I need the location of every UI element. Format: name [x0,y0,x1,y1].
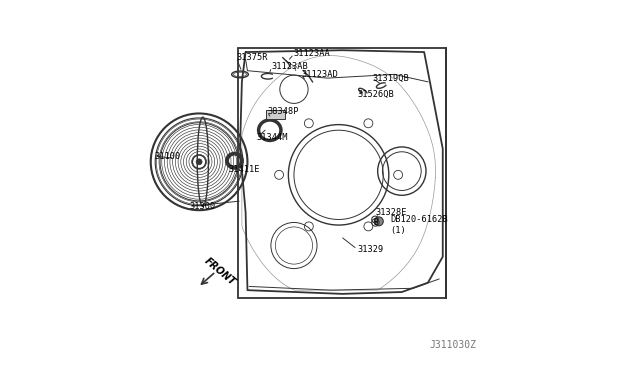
Text: 31329: 31329 [357,245,383,254]
Text: 31123AD: 31123AD [301,70,338,79]
Text: 31123AA: 31123AA [294,49,331,58]
Text: 31411E: 31411E [229,165,260,174]
Text: 31100: 31100 [154,152,180,161]
Text: 31344M: 31344M [257,133,288,142]
Text: 31319QB: 31319QB [372,74,409,83]
Text: 31526QB: 31526QB [357,90,394,99]
Text: 31375R: 31375R [236,53,268,62]
Text: J311030Z: J311030Z [429,340,476,350]
Text: 38348P: 38348P [267,107,299,116]
Text: B: B [373,218,378,227]
Circle shape [196,159,202,165]
Circle shape [374,217,383,226]
Text: 31123AB: 31123AB [271,62,308,71]
Bar [266,110,285,119]
Text: 31328E: 31328E [376,208,407,217]
Text: FRONT: FRONT [202,256,237,287]
Text: DB120-6162B
(1): DB120-6162B (1) [390,215,449,235]
Bar [238,48,447,298]
Text: 31300: 31300 [189,202,215,211]
